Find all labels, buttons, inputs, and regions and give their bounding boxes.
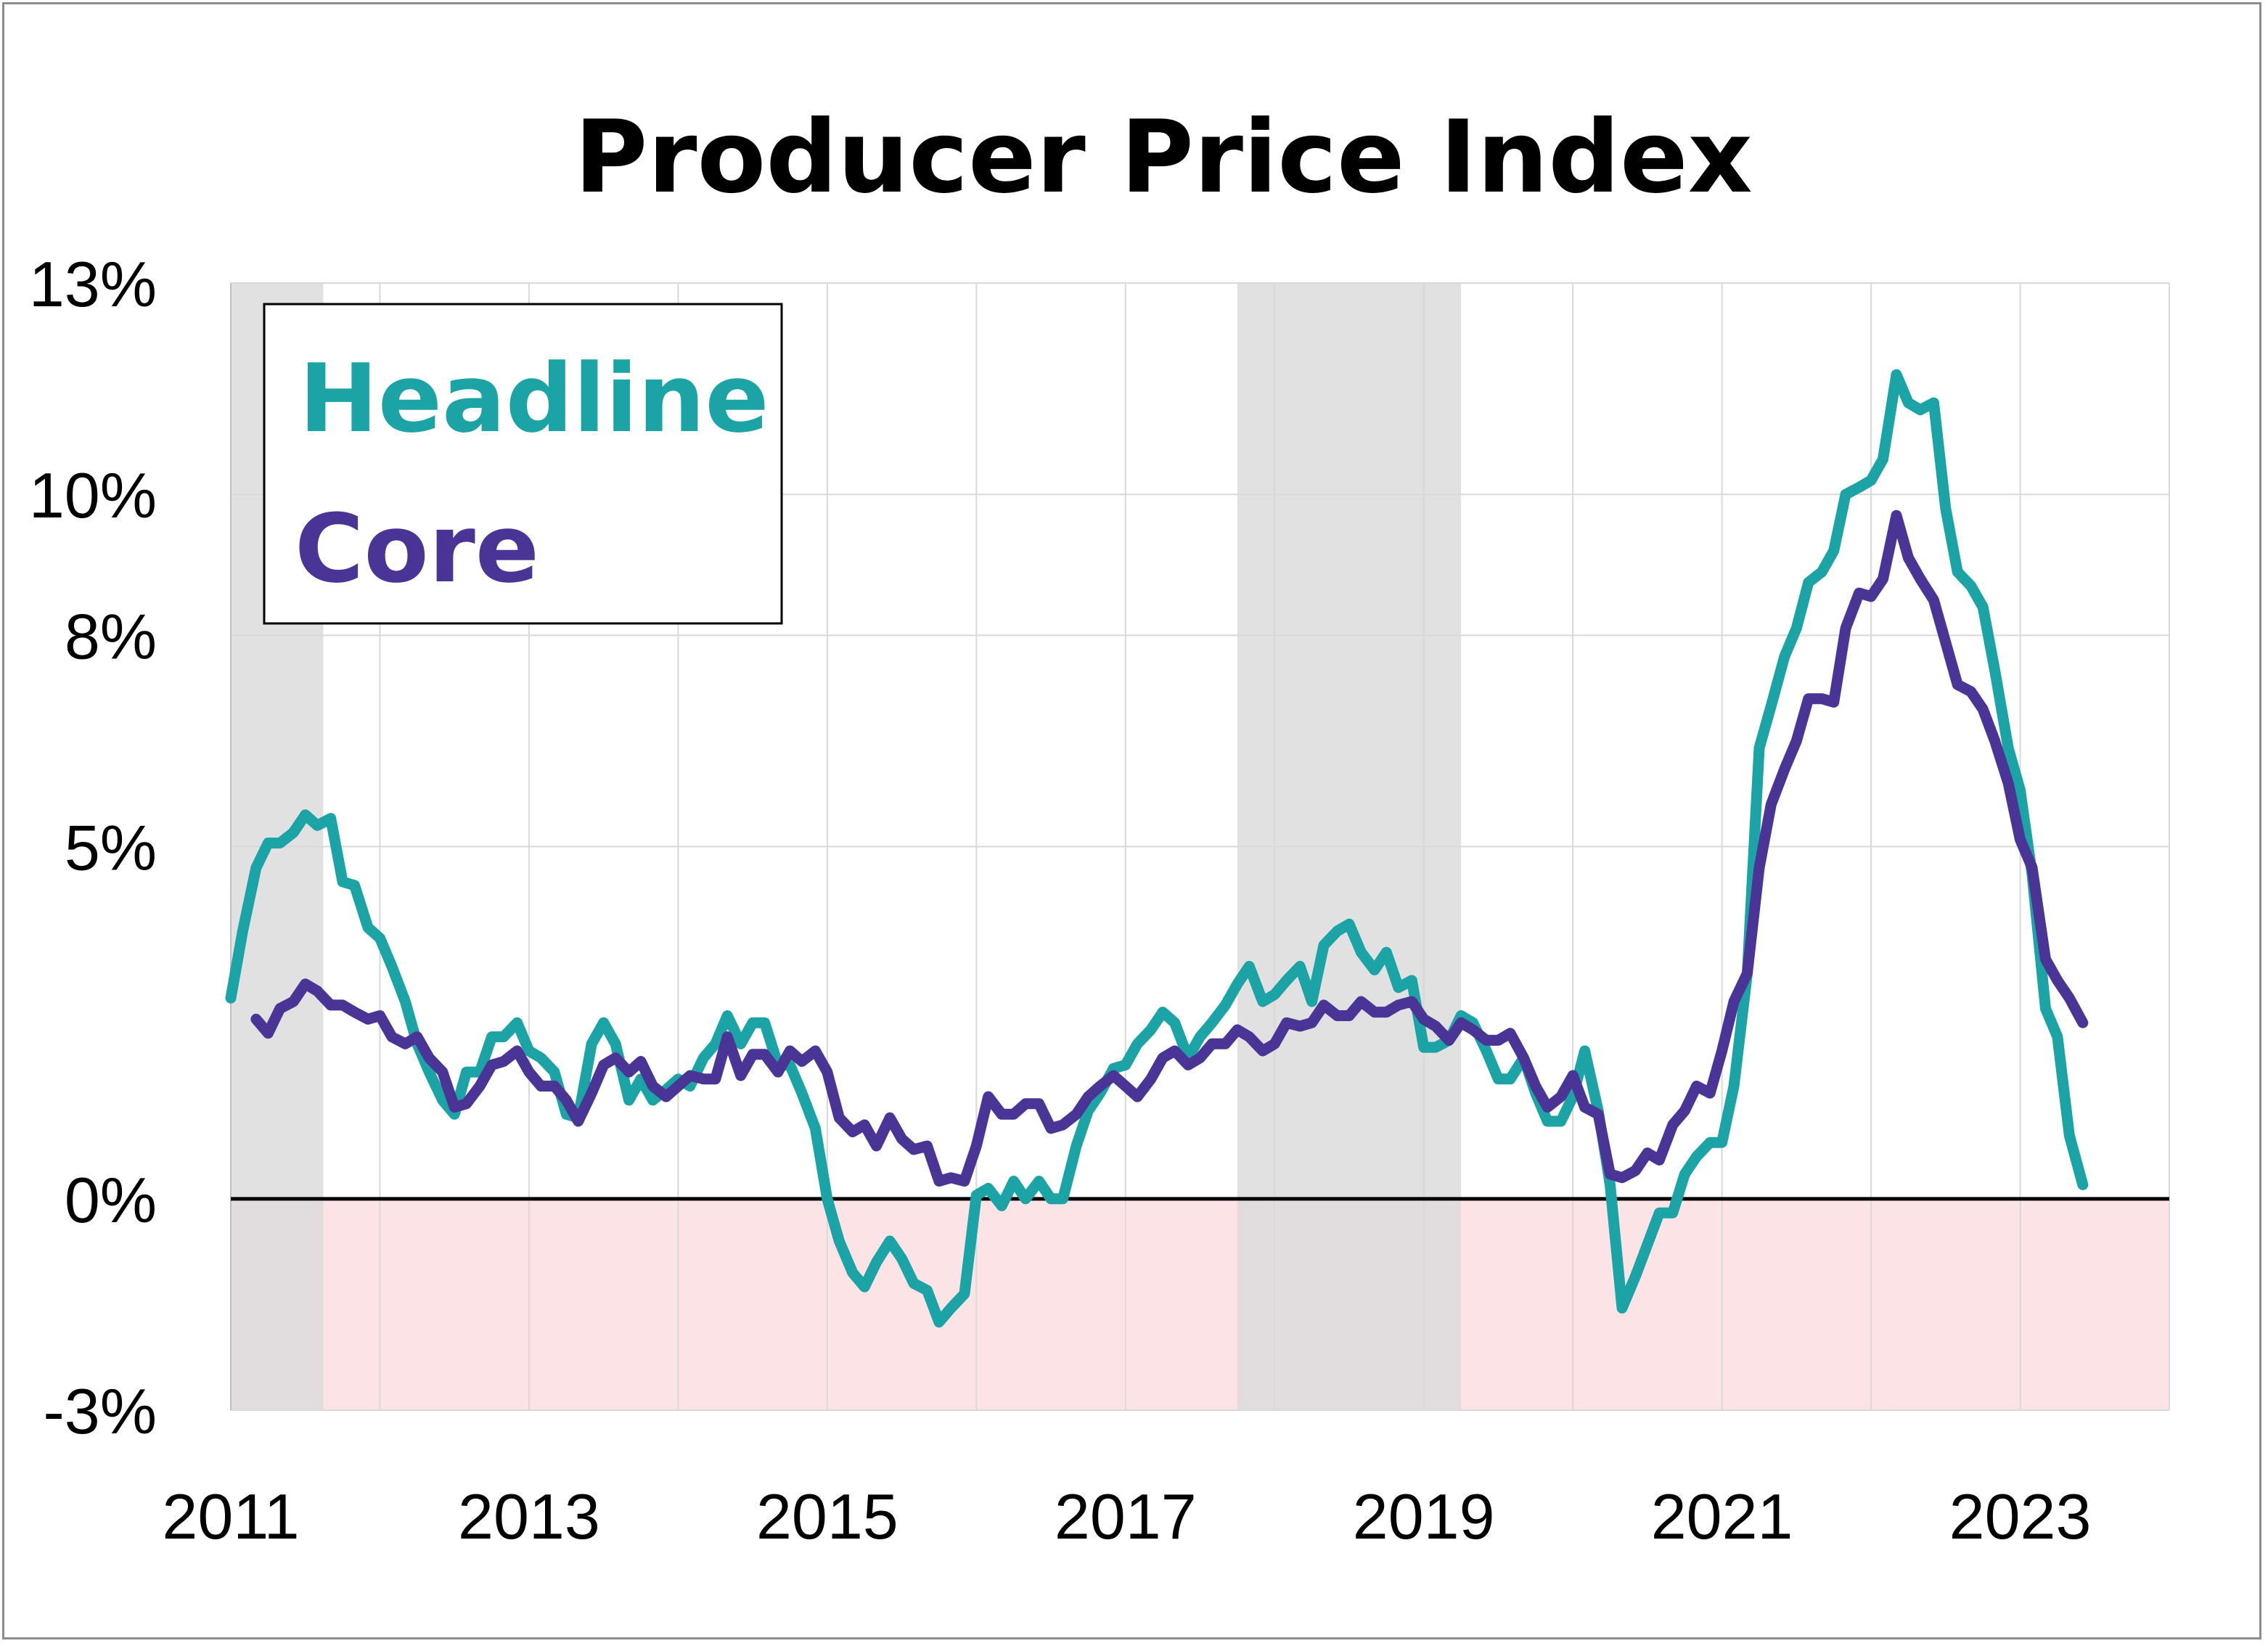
- legend-box: [263, 303, 783, 625]
- series-line-headline: [225, 369, 2089, 1328]
- x-tick-labels: 2011 2013 2015 2017 2019 2021 2023: [162, 1481, 2091, 1552]
- x-tick-label: 2015: [756, 1481, 898, 1552]
- legend-entry-headline: Headline: [299, 343, 769, 454]
- y-tick-label: 10%: [29, 459, 157, 531]
- x-tick-label: 2023: [1949, 1481, 2092, 1552]
- y-tick-labels: -3% 0% 5% 8% 10% 13%: [29, 248, 157, 1447]
- y-tick-label: -3%: [44, 1375, 157, 1447]
- series-group: [225, 369, 2089, 1328]
- x-tick-label: 2017: [1055, 1481, 1197, 1552]
- series-line-core: [250, 509, 2089, 1187]
- legend-entry-core: Core: [295, 494, 539, 604]
- y-tick-label: 13%: [29, 248, 157, 320]
- x-tick-label: 2019: [1353, 1481, 1495, 1552]
- y-tick-label: 8%: [65, 600, 157, 672]
- y-tick-label: 0%: [65, 1164, 157, 1236]
- chart-svg: -3% 0% 5% 8% 10% 13% 2011 2013 2015 2017 2019 2021…: [29, 99, 2170, 1552]
- y-tick-label: 5%: [65, 812, 157, 884]
- x-tick-label: 2021: [1651, 1481, 1793, 1552]
- chart-title: Producer Price Index: [574, 99, 1752, 216]
- negative-region: [231, 1198, 2169, 1410]
- x-tick-label: 2011: [162, 1481, 299, 1552]
- legend: Headline Core: [263, 303, 783, 625]
- x-tick-label: 2013: [458, 1481, 600, 1552]
